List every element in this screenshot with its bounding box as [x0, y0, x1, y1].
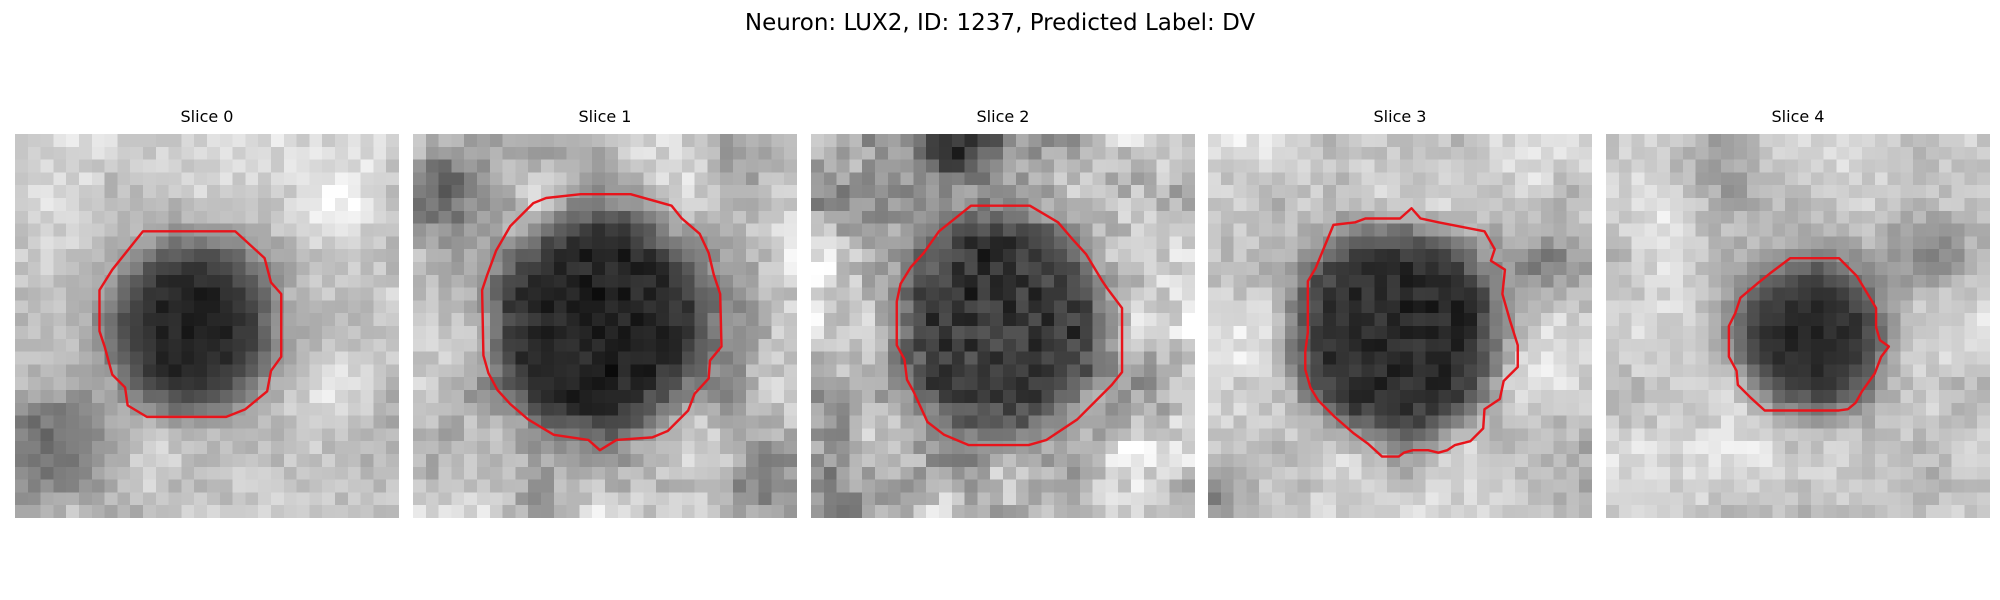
- roi-contour: [1304, 207, 1519, 458]
- roi-contour: [480, 192, 723, 452]
- slice-contour-overlay: [1727, 256, 1891, 412]
- slice-contour-overlay: [1304, 207, 1519, 458]
- roi-contour: [1727, 256, 1891, 412]
- slice-image: [1606, 134, 1990, 518]
- slice-image: [413, 134, 797, 518]
- slice-title: Slice 4: [1771, 107, 1825, 126]
- slice-title: Slice 2: [976, 107, 1030, 126]
- roi-contour: [98, 230, 283, 419]
- slice-image: [1208, 134, 1592, 518]
- slice-contour-overlay: [480, 192, 723, 452]
- roi-contour: [895, 204, 1124, 447]
- slice-contour-overlay: [98, 230, 283, 419]
- slice-title: Slice 3: [1373, 107, 1427, 126]
- slice-title: Slice 0: [180, 107, 234, 126]
- slice-image: [811, 134, 1195, 518]
- slice-title: Slice 1: [578, 107, 632, 126]
- figure-title: Neuron: LUX2, ID: 1237, Predicted Label:…: [744, 10, 1256, 36]
- slice-contour-overlay: [895, 204, 1124, 447]
- slice-image: [15, 134, 399, 518]
